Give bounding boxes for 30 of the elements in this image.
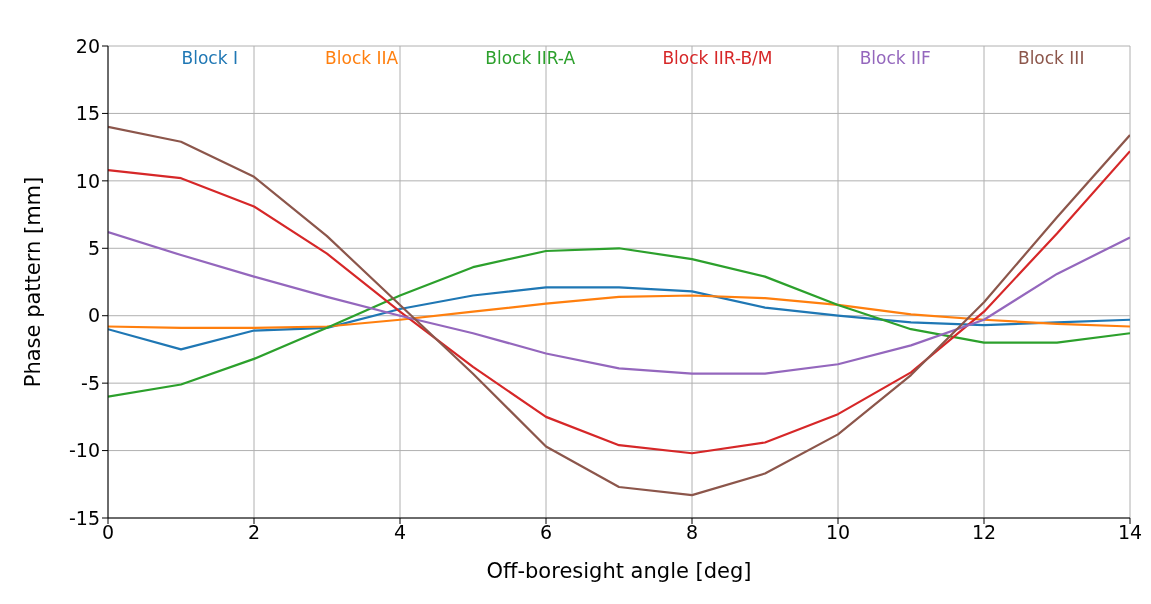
x-tick-label: 10 — [825, 521, 851, 544]
x-tick-label: 14 — [1117, 521, 1143, 544]
x-axis-title: Off-boresight angle [deg] — [486, 559, 752, 583]
x-tick-label: 0 — [101, 521, 115, 544]
line-series — [108, 247, 1130, 398]
x-tick-label: 12 — [971, 521, 997, 544]
text: Block IIA — [325, 48, 399, 68]
x-tick-label: 4 — [393, 521, 407, 544]
y-tick-label: -10 — [68, 439, 100, 462]
line-series — [108, 125, 1130, 497]
line-series — [108, 150, 1130, 455]
x-tick-label: 6 — [539, 521, 553, 544]
text: Block IIR-A — [485, 48, 576, 68]
line-series — [108, 286, 1130, 351]
line-series — [108, 294, 1130, 329]
y-tick-label: 20 — [75, 34, 100, 57]
line-series — [108, 231, 1130, 375]
text: Block I — [181, 48, 238, 68]
y-tick-label: 0 — [87, 304, 100, 327]
text: Block IIF — [859, 48, 931, 68]
y-tick-label: 5 — [87, 237, 100, 260]
y-tick-label: 10 — [75, 169, 100, 192]
x-tick-label: 8 — [685, 521, 699, 544]
x-tick-label: 2 — [247, 521, 261, 544]
y-tick-label: 15 — [75, 102, 100, 125]
text: Block III — [1017, 48, 1085, 68]
y-tick-label: -15 — [68, 506, 100, 529]
y-axis-title: Phase pattern [mm] — [21, 176, 46, 388]
y-tick-label: -5 — [81, 371, 100, 394]
text: Block IIR-B/M — [662, 48, 773, 68]
